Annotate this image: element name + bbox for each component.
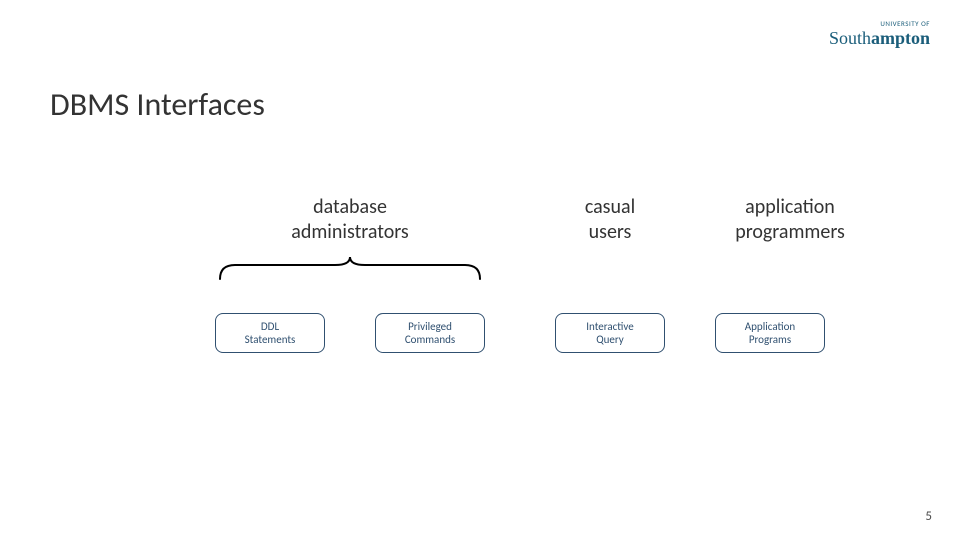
user-label-app-prog: applicationprogrammers	[700, 195, 880, 245]
brace-icon	[215, 253, 485, 283]
interface-box-appprog: ApplicationPrograms	[715, 313, 825, 353]
user-label-db-admin: databaseadministrators	[200, 195, 500, 245]
interface-box-privileged: PrivilegedCommands	[375, 313, 485, 353]
logo-bold: ampton	[871, 28, 930, 48]
logo-prefix: South	[829, 28, 871, 48]
dbms-interfaces-diagram: databaseadministrators casualusers appli…	[0, 195, 960, 245]
slide-title: DBMS Interfaces	[50, 85, 265, 124]
user-label-casual: casualusers	[540, 195, 680, 245]
interface-box-interactive: InteractiveQuery	[555, 313, 665, 353]
university-logo: UNIVERSITY OF Southampton	[829, 20, 930, 47]
page-number: 5	[925, 509, 932, 524]
logo-small-text: UNIVERSITY OF	[829, 20, 930, 27]
logo-main-text: Southampton	[829, 29, 930, 47]
user-label-row: databaseadministrators casualusers appli…	[0, 195, 960, 245]
interface-box-ddl: DDLStatements	[215, 313, 325, 353]
